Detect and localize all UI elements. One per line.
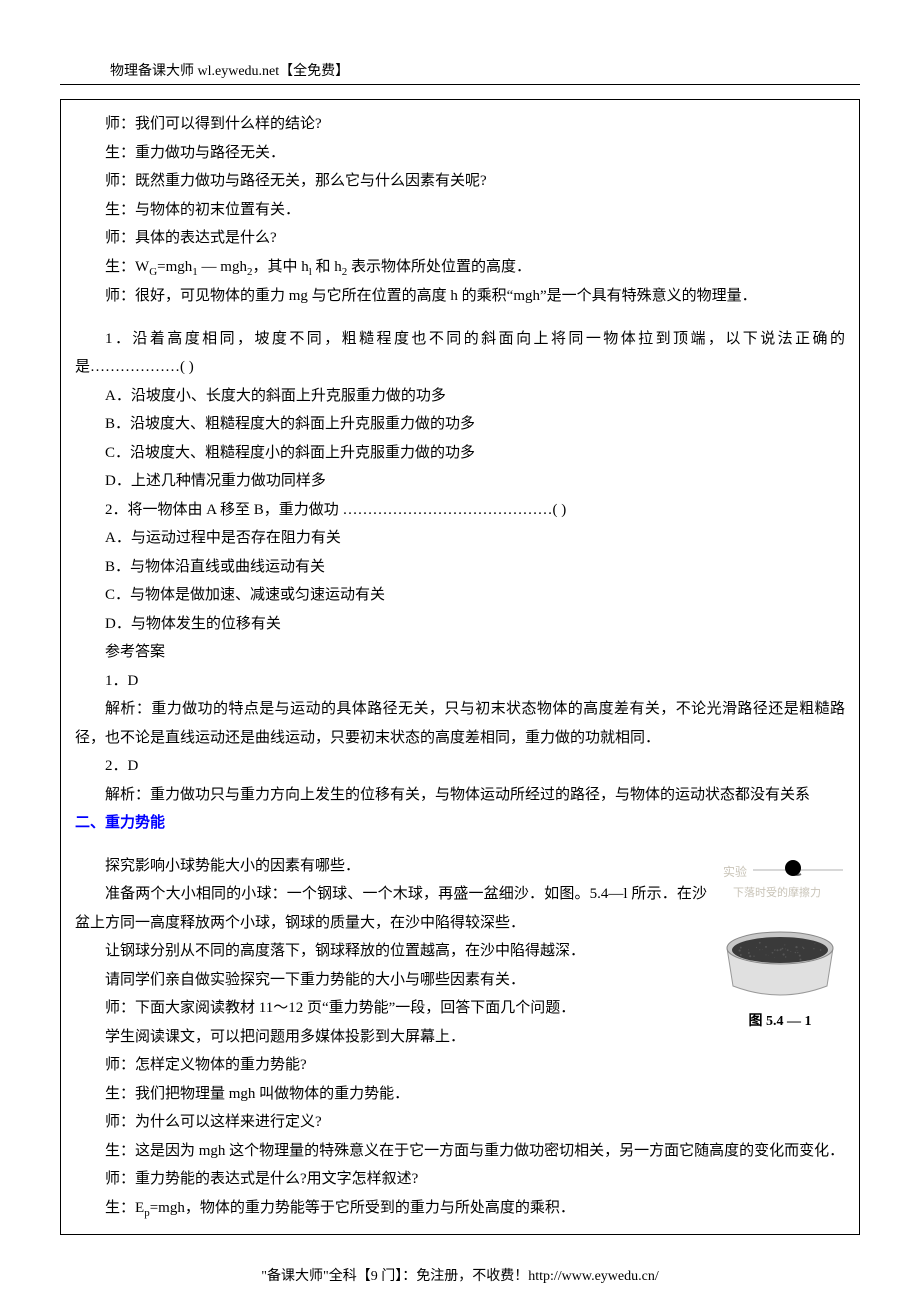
body-line: 生：Ep=mgh，物体的重力势能等于它所受到的重力与所处高度的乘积． (75, 1194, 845, 1224)
body-line: 解析：重力做功只与重力方向上发生的位移有关，与物体运动所经过的路径，与物体的运动… (75, 781, 845, 810)
body-line: D．与物体发生的位移有关 (75, 610, 845, 639)
body-line: 师：我们可以得到什么样的结论? (75, 110, 845, 139)
body-line: 参考答案 (75, 638, 845, 667)
body-line: C．与物体是做加速、减速或匀速运动有关 (75, 581, 845, 610)
header-text: 物理备课大师 wl.eywedu.net【全免费】 (110, 64, 349, 79)
svg-text:实验: 实验 (723, 864, 747, 879)
body-line: 2．将一物体由 A 移至 B，重力做功 ……………………………………( ) (75, 496, 845, 525)
body-line: 解析：重力做功的特点是与运动的具体路径无关，只与初末状态物体的高度差有关，不论光… (75, 695, 845, 752)
spacer (75, 838, 845, 852)
page-header: 物理备课大师 wl.eywedu.net【全免费】 (60, 60, 860, 80)
content-box: 师：我们可以得到什么样的结论?生：重力做功与路径无关．师：既然重力做功与路径无关… (60, 99, 860, 1235)
body-line: 师：很好，可见物体的重力 mg 与它所在位置的高度 h 的乘积“mgh”是一个具… (75, 282, 845, 311)
body-line: 师：既然重力做功与路径无关，那么它与什么因素有关呢? (75, 167, 845, 196)
header-rule (60, 84, 860, 85)
body-line: B．沿坡度大、粗糙程度大的斜面上升克服重力做的功多 (75, 410, 845, 439)
svg-text:下落时受的摩擦力: 下落时受的摩擦力 (733, 885, 821, 899)
body-line: 生：这是因为 mgh 这个物理量的特殊意义在于它一方面与重力做功密切相关，另一方… (75, 1137, 845, 1166)
page: 物理备课大师 wl.eywedu.net【全免费】 师：我们可以得到什么样的结论… (0, 0, 920, 1315)
figure-caption: 图 5.4 — 1 (715, 1010, 845, 1030)
body-line: 师：怎样定义物体的重力势能? (75, 1051, 845, 1080)
body-line: C．沿坡度大、粗糙程度小的斜面上升克服重力做的功多 (75, 439, 845, 468)
body-line: 1．D (75, 667, 845, 696)
body-line: 生：WG=mgh1 — mgh2，其中 hl 和 h2 表示物体所处位置的高度． (75, 253, 845, 283)
body-line: 1．沿着高度相同，坡度不同，粗糙程度也不同的斜面向上将同一物体拉到顶端，以下说法… (75, 325, 845, 382)
body-line: A．沿坡度小、长度大的斜面上升克服重力做的功多 (75, 382, 845, 411)
body-line: 师：重力势能的表达式是什么?用文字怎样叙述? (75, 1165, 845, 1194)
body-line: 生：重力做功与路径无关． (75, 139, 845, 168)
body-line: 生：我们把物理量 mgh 叫做物体的重力势能． (75, 1080, 845, 1109)
spacer (75, 311, 845, 325)
body-line: 2．D (75, 752, 845, 781)
body-line: 生：与物体的初末位置有关． (75, 196, 845, 225)
body-line: 师：具体的表达式是什么? (75, 224, 845, 253)
section-heading: 二、重力势能 (75, 809, 845, 838)
page-footer: "备课大师"全科【9 门】：免注册，不收费！http://www.eywedu.… (60, 1265, 860, 1285)
body-line: 师：为什么可以这样来进行定义? (75, 1108, 845, 1137)
body-line: A．与运动过程中是否存在阻力有关 (75, 524, 845, 553)
experiment-figure: 实验下落时受的摩擦力图 5.4 — 1 (715, 856, 845, 1030)
footer-text: "备课大师"全科【9 门】：免注册，不收费！http://www.eywedu.… (261, 1269, 658, 1284)
body-line: D．上述几种情况重力做功同样多 (75, 467, 845, 496)
body-line: B．与物体沿直线或曲线运动有关 (75, 553, 845, 582)
